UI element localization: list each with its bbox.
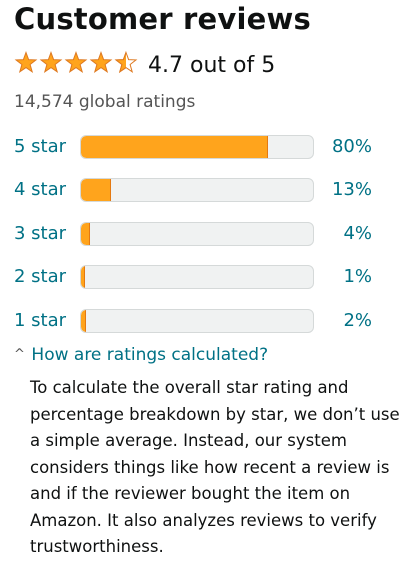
histogram-star-label[interactable]: 1 star [14,310,67,331]
histogram-row-2-star[interactable]: 2 star 1% [0,265,420,293]
star-icon [89,51,113,73]
page-title: Customer reviews [14,2,311,36]
histogram-bar-fill [81,179,111,201]
histogram-bar [80,135,314,159]
histogram-row-5-star[interactable]: 5 star 80% [0,135,420,163]
histogram-bar-fill [81,310,86,332]
histogram-star-label[interactable]: 2 star [14,266,67,287]
star-icon [14,51,38,73]
histogram-row-4-star[interactable]: 4 star 13% [0,178,420,206]
histogram-row-1-star[interactable]: 1 star 2% [0,309,420,337]
star-icon [64,51,88,73]
histogram-bar [80,178,314,202]
histogram-percent[interactable]: 13% [331,179,372,200]
ratings-explanation: To calculate the overall star rating and… [30,378,400,556]
histogram-percent[interactable]: 80% [331,136,372,157]
histogram-bar-fill [81,223,90,245]
star-icon [39,51,63,73]
global-ratings-count: 14,574 global ratings [14,92,196,112]
how-ratings-calculated-toggle[interactable]: ^ How are ratings calculated? [14,345,268,365]
chevron-up-icon: ^ [14,347,25,362]
histogram-bar-fill [81,266,85,288]
histogram-row-3-star[interactable]: 3 star 4% [0,222,420,250]
histogram-percent[interactable]: 1% [343,266,372,287]
histogram-percent[interactable]: 2% [343,310,372,331]
histogram-star-label[interactable]: 5 star [14,136,67,157]
histogram-bar [80,265,314,289]
histogram-bar-fill [81,136,268,158]
half-star-icon [114,51,138,73]
histogram-bar [80,222,314,246]
histogram-percent[interactable]: 4% [343,223,372,244]
how-ratings-calculated-link[interactable]: How are ratings calculated? [31,345,269,365]
rating-text: 4.7 out of 5 [148,53,276,78]
histogram-star-label[interactable]: 3 star [14,223,67,244]
histogram-bar [80,309,314,333]
star-rating [14,51,138,75]
histogram-star-label[interactable]: 4 star [14,179,67,200]
